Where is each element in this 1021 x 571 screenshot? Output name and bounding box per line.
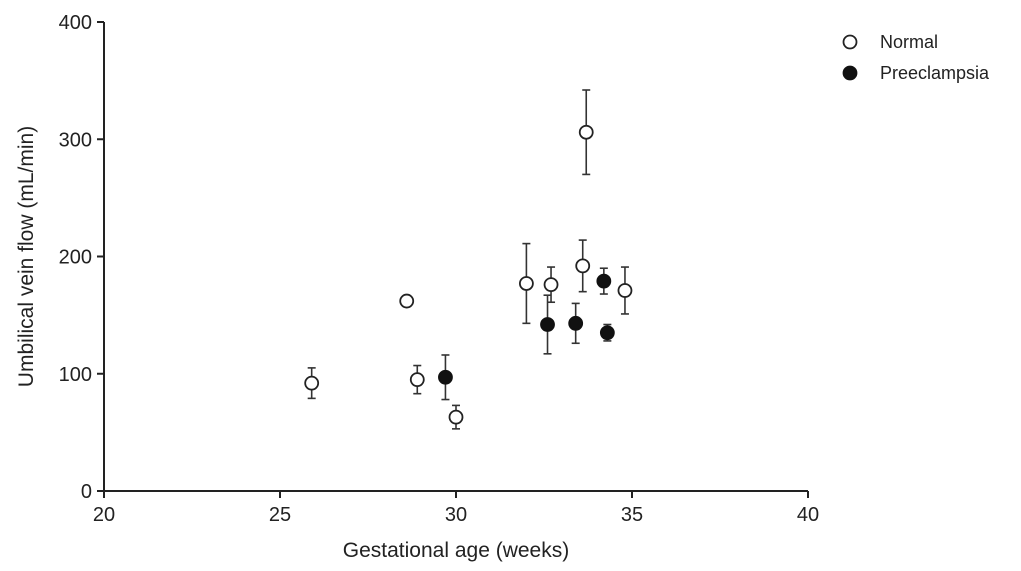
filled-circle-marker [540, 317, 555, 332]
normal-point [575, 239, 591, 293]
open-circle-marker [578, 124, 594, 140]
x-tick-label: 20 [93, 504, 115, 526]
x-tick-label: 30 [445, 504, 467, 526]
y-tick-label: 300 [59, 129, 92, 151]
data-points [304, 89, 633, 430]
y-ticks: 0 100 200 300 400 [59, 12, 104, 503]
normal-point [448, 404, 464, 430]
y-tick-label: 400 [59, 12, 92, 34]
legend-marker-preeclampsia [842, 65, 858, 81]
legend-label-preeclampsia: Preeclampsia [880, 63, 990, 83]
normal-point [519, 242, 534, 325]
open-circle-marker [617, 283, 633, 298]
y-tick-label: 100 [59, 364, 92, 386]
preeclampsia-point [568, 302, 584, 345]
y-tick-label: 200 [59, 247, 92, 269]
preeclampsia-point [438, 354, 453, 401]
open-circle-marker [575, 258, 591, 274]
x-tick-label: 40 [797, 504, 819, 526]
open-circle-marker [543, 277, 559, 293]
open-circle-marker [519, 276, 534, 291]
normal-point [617, 266, 633, 315]
normal-point [543, 266, 559, 304]
open-circle-marker [448, 409, 464, 425]
open-circle-marker [304, 375, 320, 391]
y-tick-label: 0 [81, 481, 92, 503]
preeclampsia-point [540, 294, 555, 355]
open-circle-marker [399, 293, 415, 309]
y-axis-label: Umbilical vein flow (mL/min) [15, 126, 38, 387]
filled-circle-marker [568, 315, 584, 331]
normal-point [304, 367, 320, 400]
filled-circle-marker [438, 369, 453, 385]
filled-circle-marker [596, 273, 612, 289]
x-ticks: 20 25 30 35 40 [93, 491, 819, 526]
legend-marker-normal [842, 34, 858, 50]
normal-point [399, 293, 415, 309]
filled-circle-marker [599, 325, 615, 341]
preeclampsia-point [596, 267, 612, 295]
normal-point [578, 89, 594, 176]
x-tick-label: 25 [269, 504, 291, 526]
legend: Normal Preeclampsia [842, 32, 990, 83]
x-axis-label: Gestational age (weeks) [343, 539, 569, 562]
preeclampsia-point [599, 323, 615, 342]
open-circle-marker [409, 372, 425, 388]
legend-label-normal: Normal [880, 32, 938, 52]
x-tick-label: 35 [621, 504, 643, 526]
normal-point [409, 364, 425, 395]
